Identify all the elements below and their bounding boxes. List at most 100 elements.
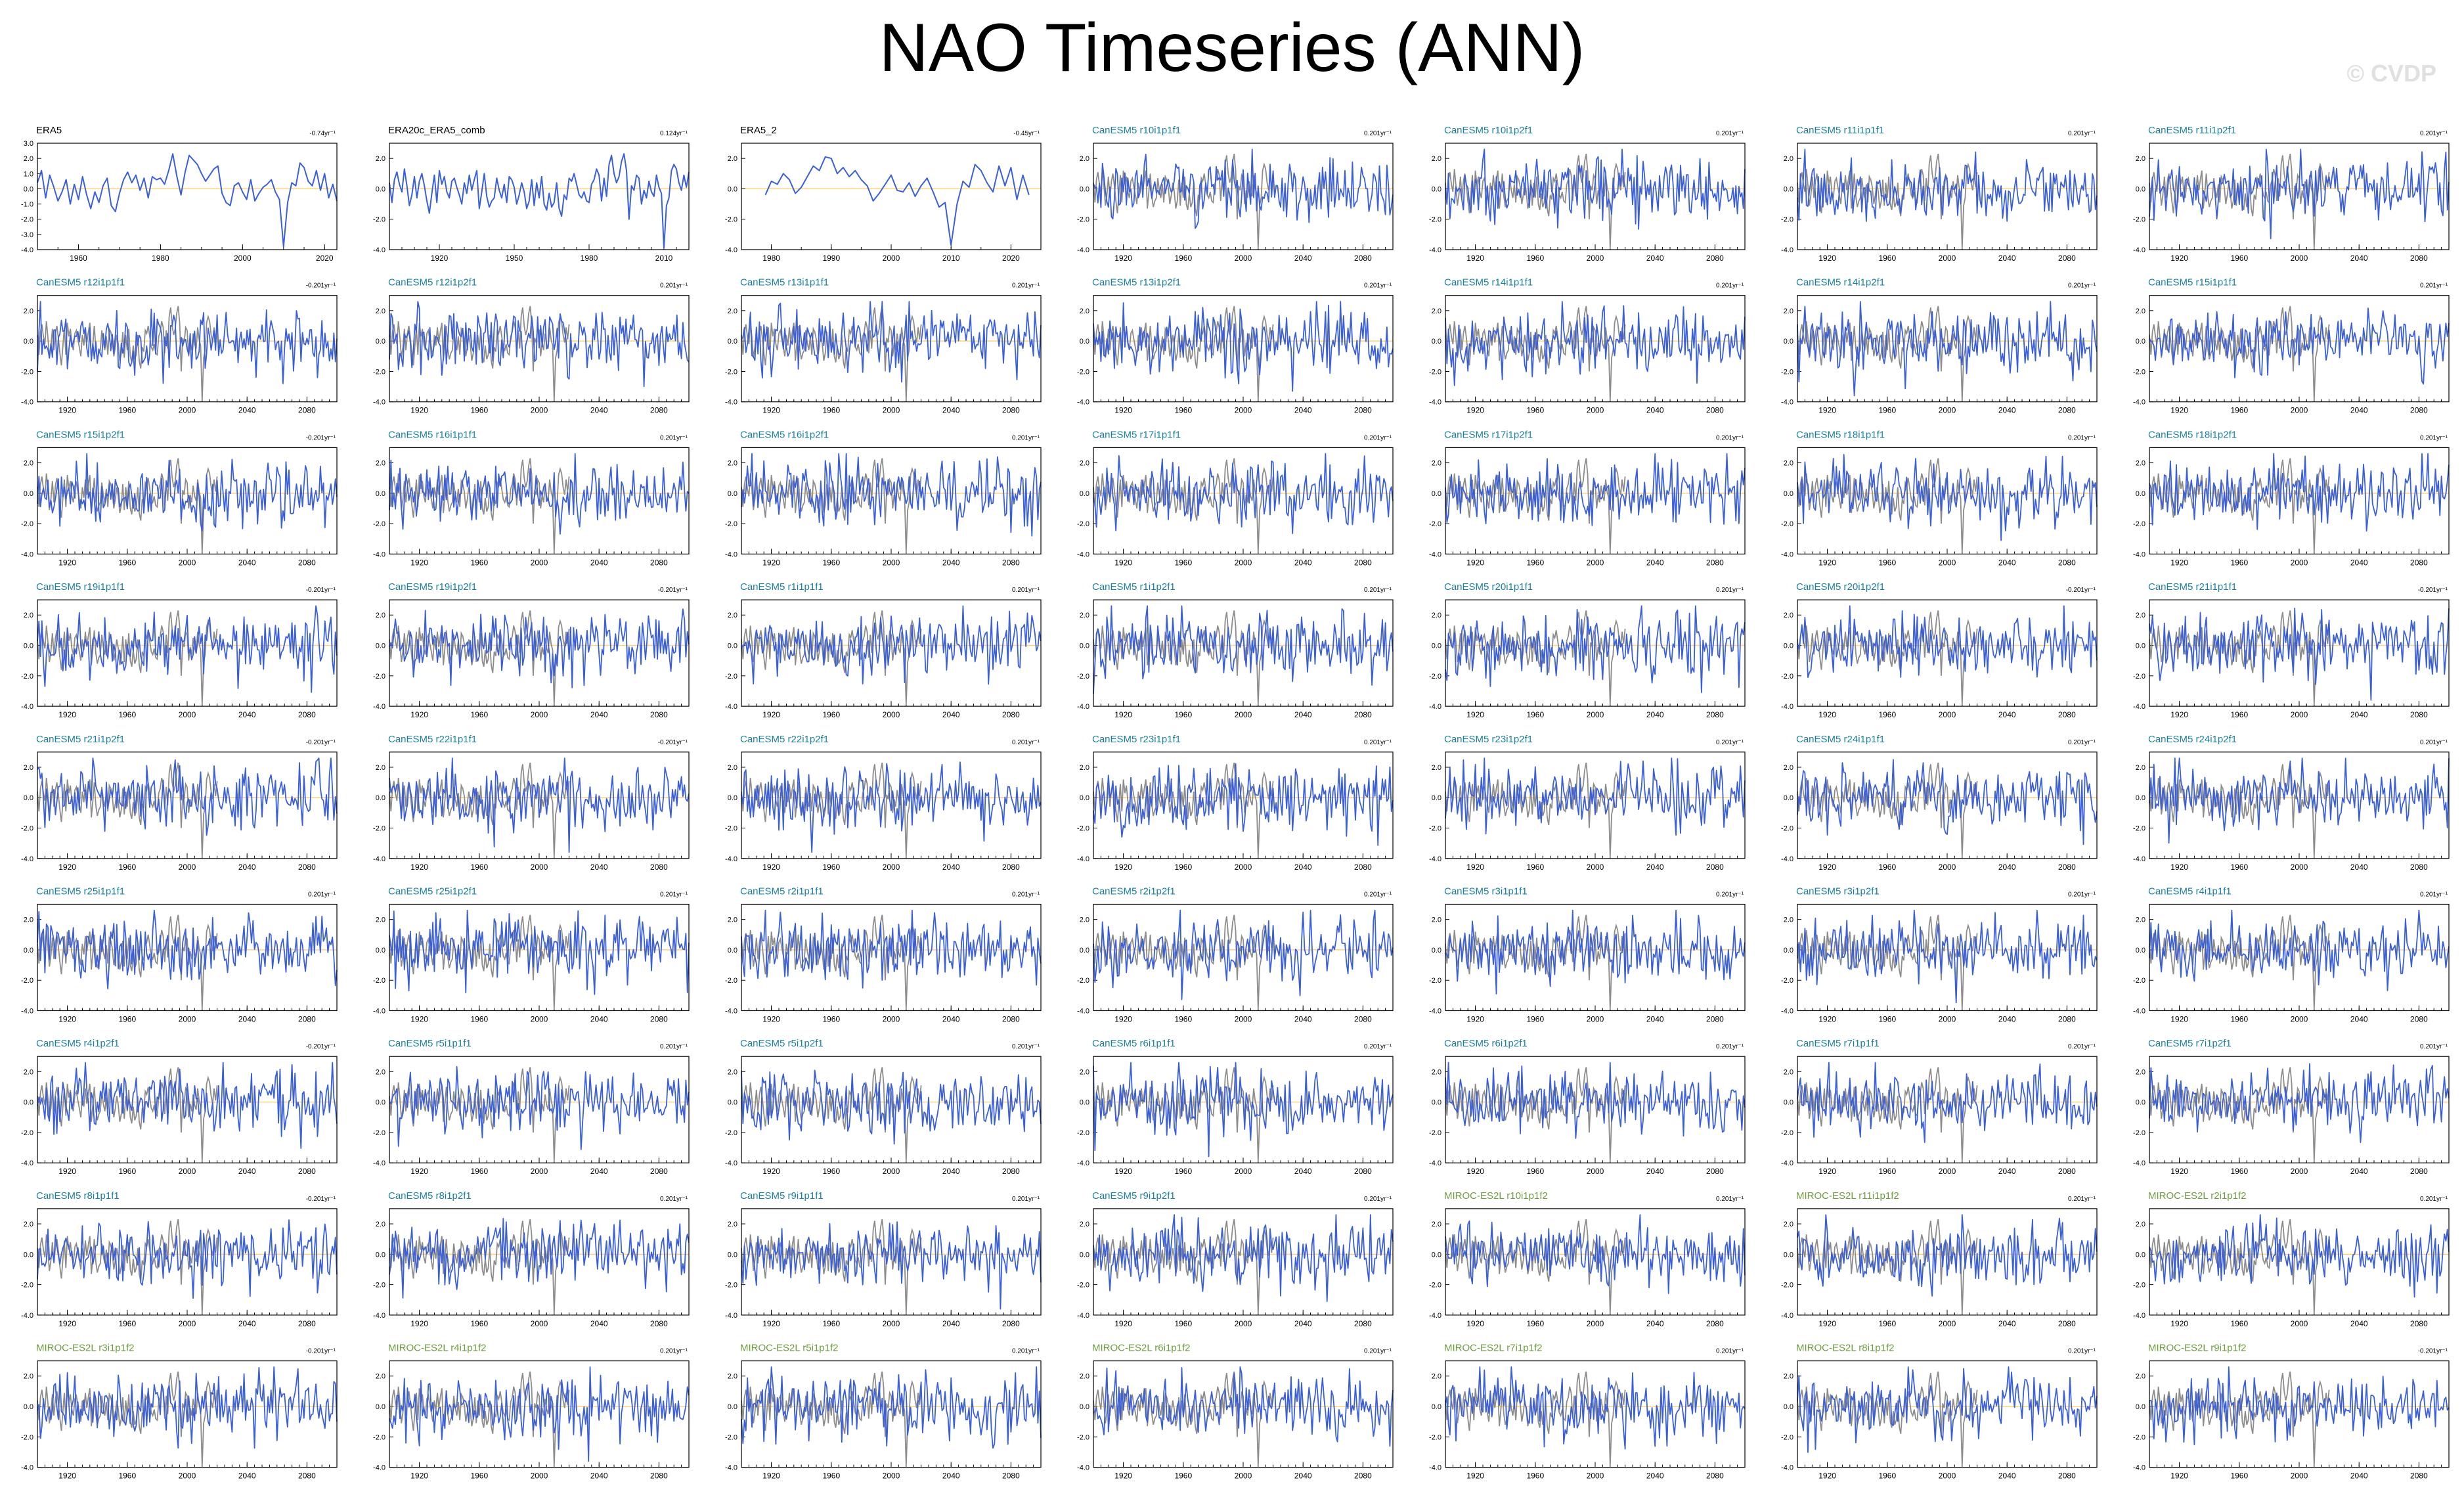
series-line	[1445, 757, 1746, 836]
y-tick-label: -2.0	[21, 520, 33, 528]
x-tick-label: 2080	[1354, 710, 1372, 719]
x-tick-label: 2040	[590, 1319, 608, 1328]
reference-line	[1797, 762, 1978, 857]
x-tick-label: 2000	[883, 710, 900, 719]
panel-trend: 0.201yr⁻¹	[1012, 587, 1040, 594]
series-line	[764, 156, 1030, 246]
panel-trend: -0.201yr⁻¹	[306, 739, 336, 746]
x-tick-label: 2000	[1587, 863, 1604, 872]
panel: MIROC-ES2L r4i1p1f2 0.201yr⁻¹ 2.0 0.0 -2.0 -4…	[373, 1343, 690, 1481]
x-tick-label: 2040	[1998, 254, 2016, 263]
y-tick-label: -2.0	[1781, 825, 1793, 833]
x-tick-label: 2080	[1354, 863, 1372, 872]
series-line	[1797, 1366, 2098, 1453]
panel-frame	[741, 143, 1042, 250]
y-tick-label: -4.0	[373, 246, 385, 254]
y-tick-label: -4.0	[2133, 1159, 2145, 1167]
series-line	[1797, 1214, 2098, 1297]
x-tick-label: 2000	[179, 1471, 196, 1481]
panel-trend: 0.201yr⁻¹	[2068, 282, 2096, 290]
panel-trend: 0.201yr⁻¹	[660, 1043, 688, 1050]
panel-title: CanESM5 r23i1p1f1	[1092, 734, 1181, 745]
reference-line	[1093, 1067, 1274, 1161]
panel-title: CanESM5 r25i1p2f1	[388, 886, 477, 897]
panel-frame	[1093, 1056, 1394, 1163]
x-tick-label: 1960	[1174, 1015, 1192, 1024]
panel: CanESM5 r7i1p1f1 0.201yr⁻¹ 2.0 0.0 -2.0 -4.0 1…	[1781, 1038, 2098, 1176]
x-tick-label: 2000	[1235, 558, 1252, 567]
y-tick-label: -2.0	[725, 977, 737, 985]
x-tick-label: 2000	[1939, 1319, 1956, 1328]
x-tick-label: 2080	[298, 1167, 316, 1176]
panel-frame	[1445, 1360, 1746, 1468]
x-tick-label: 1960	[1174, 406, 1192, 415]
panel: CanESM5 r6i1p2f1 0.201yr⁻¹ 2.0 0.0 -2.0 -4.0 1…	[1429, 1038, 1746, 1176]
y-tick-label: -4.0	[1077, 550, 1089, 558]
x-tick-label: 2000	[2291, 558, 2308, 567]
panel: CanESM5 r17i1p1f1 0.201yr⁻¹ 2.0 0.0 -2.0 -4.0…	[1077, 429, 1394, 567]
x-tick-label: 2040	[942, 863, 960, 872]
y-tick-label: 2.0	[728, 764, 737, 772]
x-tick-label: 2000	[1939, 254, 1956, 263]
y-tick-label: -4.0	[373, 1008, 385, 1016]
x-tick-label: 1960	[1878, 863, 1896, 872]
x-tick-label: 2040	[942, 1471, 960, 1481]
y-tick-label: -2.0	[21, 977, 33, 985]
x-tick-label: 1920	[1818, 1015, 1836, 1024]
x-tick-label: 2080	[1002, 1319, 1020, 1328]
y-tick-label: 0.0	[1080, 1251, 1089, 1259]
x-tick-label: 1960	[1174, 710, 1192, 719]
y-tick-label: 0.0	[1080, 490, 1089, 498]
y-tick-label: 2.0	[728, 1068, 737, 1076]
panel-frame	[2149, 599, 2450, 707]
x-tick-label: 2020	[316, 254, 334, 263]
x-tick-label: 2080	[1002, 558, 1020, 567]
y-tick-label: 2.0	[1784, 1373, 1793, 1381]
y-tick-label: 0.0	[1080, 185, 1089, 193]
panel-trend: 0.201yr⁻¹	[1364, 587, 1392, 594]
x-tick-label: 2000	[531, 558, 548, 567]
y-tick-label: 2.0	[376, 764, 385, 772]
y-tick-label: 2.0	[728, 1373, 737, 1381]
series-line	[1797, 148, 2098, 222]
panel-trend: 0.201yr⁻¹	[660, 434, 688, 441]
panel-frame	[741, 1360, 1042, 1468]
x-tick-label: 2080	[1706, 1167, 1724, 1176]
x-tick-label: 2000	[531, 1167, 548, 1176]
x-tick-label: 1920	[58, 406, 76, 415]
panel: MIROC-ES2L r6i1p1f2 0.201yr⁻¹ 2.0 0.0 -2.0 -4…	[1077, 1343, 1394, 1481]
reference-line	[1797, 154, 1978, 248]
panel-title: CanESM5 r7i1p1f1	[1796, 1038, 1880, 1049]
y-tick-label: -4.0	[2133, 703, 2145, 711]
panel: CanESM5 r13i1p2f1 0.201yr⁻¹ 2.0 0.0 -2.0 -4.0…	[1077, 277, 1394, 415]
panel-title: CanESM5 r15i1p2f1	[36, 429, 125, 440]
x-tick-label: 1920	[1818, 558, 1836, 567]
y-tick-label: 0.0	[1080, 1403, 1089, 1411]
y-tick-label: 0.0	[728, 947, 737, 955]
y-tick-label: 0.0	[376, 1403, 385, 1411]
panel-title: CanESM5 r10i1p1f1	[1092, 125, 1181, 136]
panel-frame	[1797, 599, 2098, 707]
y-tick-label: -4.0	[725, 550, 737, 558]
series-line	[1797, 605, 2098, 678]
x-tick-label: 2000	[179, 558, 196, 567]
panel-frame	[389, 903, 690, 1012]
panel-title: MIROC-ES2L r6i1p1f2	[1092, 1343, 1191, 1354]
series-line	[1445, 909, 1746, 995]
x-tick-label: 2000	[1235, 406, 1252, 415]
panel-title: CanESM5 r5i1p1f1	[388, 1038, 472, 1049]
panel-title: CanESM5 r5i1p2f1	[740, 1038, 824, 1049]
y-tick-label: -4.0	[21, 1159, 33, 1167]
x-tick-label: 2080	[2058, 710, 2076, 719]
panel-title: CanESM5 r13i1p2f1	[1092, 277, 1181, 288]
x-tick-label: 2040	[1646, 1167, 1664, 1176]
x-tick-label: 2040	[1294, 558, 1312, 567]
panel-trend: -0.45yr⁻¹	[1013, 130, 1040, 137]
y-tick-label: -2.0	[1077, 673, 1089, 681]
x-tick-label: 1960	[1174, 1471, 1192, 1481]
panel-frame	[37, 1360, 338, 1468]
x-tick-label: 2000	[1235, 1167, 1252, 1176]
panel-title: CanESM5 r3i1p1f1	[1444, 886, 1528, 897]
reference-line	[37, 914, 218, 1010]
panel: CanESM5 r8i1p1f1 -0.201yr⁻¹ 2.0 0.0 -2.0 -4.0…	[21, 1190, 338, 1328]
